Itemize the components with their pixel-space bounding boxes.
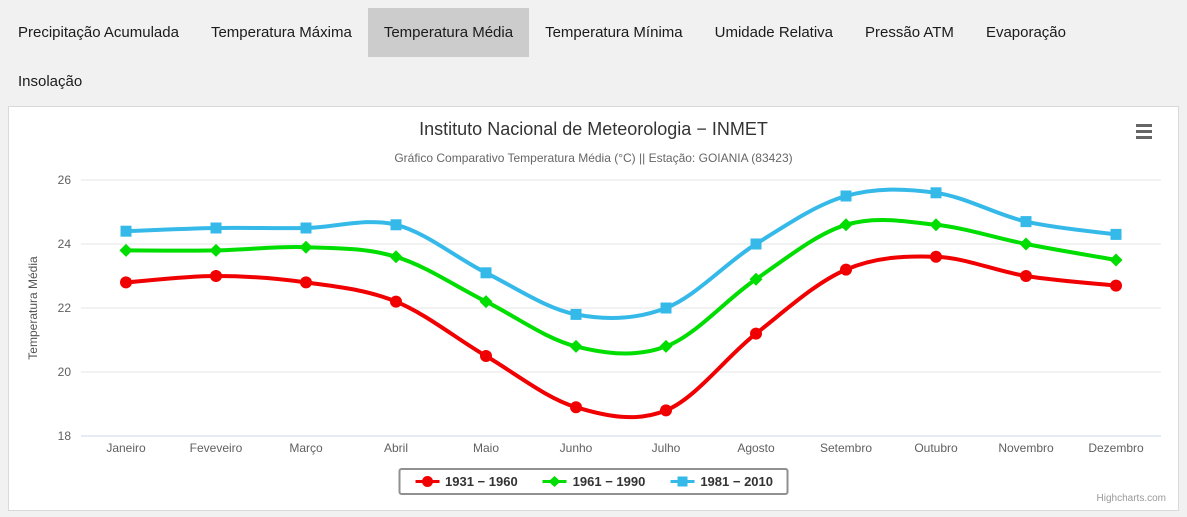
x-axis-label: Setembro [820,441,872,455]
data-point-square[interactable] [390,219,402,231]
legend-item-1931-1960[interactable]: 1931 − 1960 [414,474,518,489]
data-point-square[interactable] [930,187,942,199]
legend-item-1961-1990[interactable]: 1961 − 1990 [542,474,646,489]
data-point-square[interactable] [1110,228,1122,240]
series-line-1981-2010 [124,187,1118,321]
y-axis-title: Temperatura Média [26,256,40,360]
data-point-diamond[interactable] [659,339,673,353]
data-point-circle[interactable] [840,263,852,276]
data-point-circle[interactable] [480,350,492,362]
legend-item-1981-2010[interactable]: 1981 − 2010 [669,474,773,489]
data-point-square[interactable] [660,302,672,314]
data-point-diamond[interactable] [929,218,943,232]
data-point-diamond[interactable] [1019,237,1033,251]
x-axis-label: Julho [652,441,681,455]
data-point-circle[interactable] [1020,270,1032,282]
data-point-square[interactable] [750,238,762,250]
y-axis-label: 18 [58,429,72,443]
legend-marker-icon [542,476,567,487]
x-axis-label: Agosto [737,441,775,455]
x-axis-label: Junho [560,441,593,455]
tab-temperatura-minima[interactable]: Temperatura Mínima [545,24,683,41]
data-point-diamond[interactable] [1109,253,1123,267]
data-point-diamond[interactable] [299,240,313,254]
data-point-square[interactable] [300,222,312,234]
plot-area: 18 20 22 24 26 Janeiro Feveveiro Março Abril Maio… [26,173,1161,455]
data-point-circle[interactable] [570,401,582,414]
chart-title: Instituto Nacional de Meteorologia − INM… [419,119,768,139]
data-point-circle[interactable] [930,250,942,263]
chart-context-menu-button[interactable] [1132,121,1156,141]
x-axis-label: Outubro [914,441,958,455]
data-point-diamond[interactable] [569,339,583,353]
legend-marker-icon [670,476,695,487]
x-axis-label: Dezembro [1088,441,1144,455]
data-point-diamond[interactable] [389,250,403,264]
data-point-diamond[interactable] [119,243,133,257]
tab-precipitacao-acumulada[interactable]: Precipitação Acumulada [18,24,179,41]
data-point-square[interactable] [480,267,492,279]
legend-item-label: 1981 − 2010 [700,474,773,489]
x-axis-label: Abril [384,441,408,455]
data-point-circle[interactable] [1110,279,1122,292]
tab-pressao-atm[interactable]: Pressão ATM [865,24,954,41]
tab-insolacao[interactable]: Insolação [18,73,83,90]
y-axis-label: 22 [58,301,72,315]
data-point-diamond[interactable] [479,295,493,309]
tab-evaporacao[interactable]: Evaporação [985,24,1066,41]
y-axis-label: 24 [58,237,72,251]
data-point-circle[interactable] [660,404,672,417]
data-point-square[interactable] [840,190,852,202]
data-point-circle[interactable] [750,327,762,340]
data-point-circle[interactable] [390,295,402,308]
data-point-square[interactable] [570,308,582,320]
tab-bar: Precipitação Acumulada Temperatura Máxima… [0,0,1090,106]
chart-card: Instituto Nacional de Meteorologia − INM… [8,106,1179,511]
x-axis-label: Feveveiro [190,441,243,455]
data-point-diamond[interactable] [209,243,223,257]
tab-umidade-relativa[interactable]: Umidade Relativa [714,24,834,41]
y-axis-label: 26 [58,173,72,187]
data-point-circle[interactable] [120,276,132,289]
credits-link[interactable]: Highcharts.com [1096,493,1166,504]
data-point-square[interactable] [120,225,132,237]
hamburger-icon [1136,123,1152,127]
legend-marker-icon [415,476,440,487]
hamburger-icon [1136,129,1152,133]
data-point-diamond[interactable] [749,272,763,286]
data-point-diamond[interactable] [839,218,853,232]
legend-item-label: 1961 − 1990 [572,474,646,489]
x-axis-label: Maio [473,441,499,455]
legend: 1931 − 1960 1961 − 1990 1981 − 2010 [398,468,789,495]
data-point-circle[interactable] [300,276,312,289]
tab-temperatura-media[interactable]: Temperatura Média [367,8,530,57]
x-axis-label: Novembro [998,441,1054,455]
legend-item-label: 1931 − 1960 [445,474,518,489]
data-point-square[interactable] [1020,216,1032,228]
series-line-1931-1960 [124,254,1118,420]
data-point-square[interactable] [210,222,222,234]
x-axis-label: Março [289,441,323,455]
y-axis-label: 20 [58,365,72,379]
hamburger-icon [1136,135,1152,139]
data-point-circle[interactable] [210,270,222,282]
x-axis-label: Janeiro [106,441,146,455]
series-line-1961-1990 [124,217,1118,356]
tab-temperatura-maxima[interactable]: Temperatura Máxima [210,24,352,41]
chart-subtitle: Gráfico Comparativo Temperatura Média (°… [394,151,793,165]
